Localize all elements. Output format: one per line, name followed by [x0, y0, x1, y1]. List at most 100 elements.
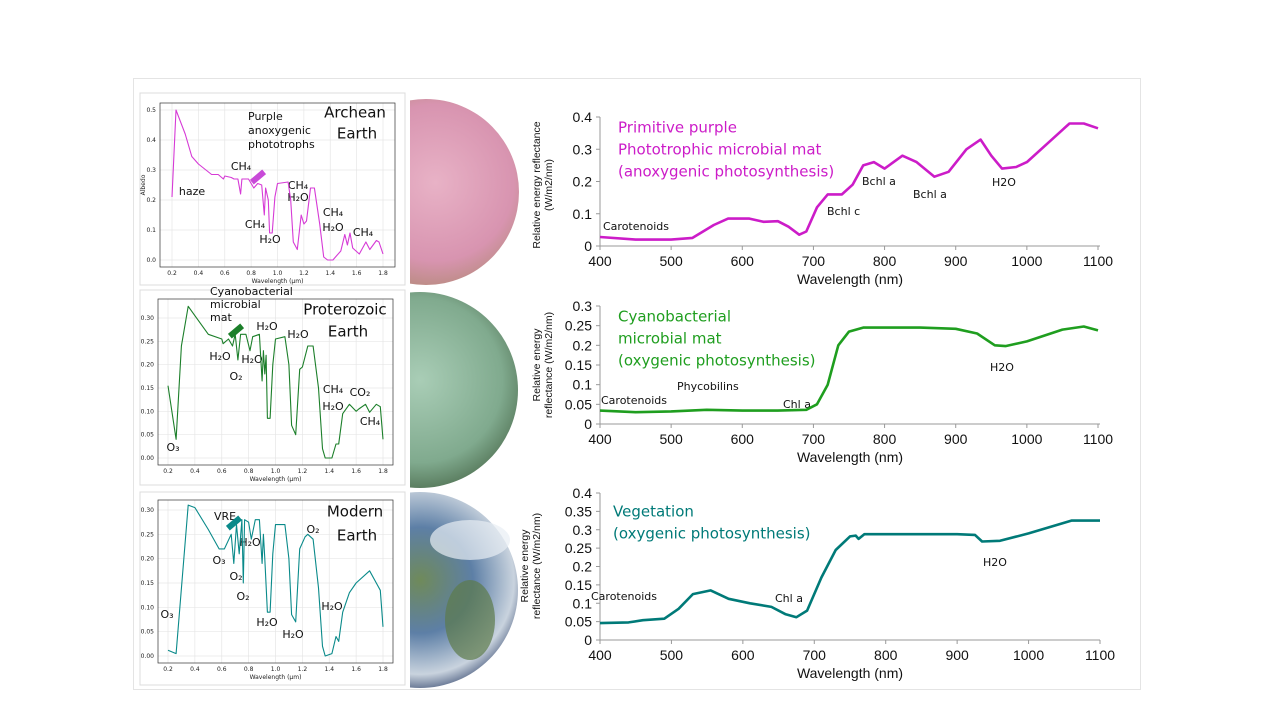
y-axis-label: (W/m2/nm): [543, 159, 555, 211]
x-tick-label: 1.0: [271, 468, 281, 475]
panel-border: [139, 92, 406, 286]
annotation-label: Carotenoids: [591, 590, 657, 603]
annotation-label: CH₄: [353, 226, 374, 239]
figure-frame: [133, 78, 1141, 690]
x-tick-label: 600: [731, 431, 755, 447]
x-tick-label: 1100: [1085, 647, 1115, 663]
x-axis-label: Wavelength (nm): [797, 449, 903, 465]
annotation-label: CH₄: [360, 415, 381, 428]
y-tick-label: 0.1: [573, 377, 593, 393]
x-tick-label: 0.4: [190, 468, 200, 475]
x-tick-label: 1100: [1083, 253, 1113, 269]
x-tick-label: 1000: [1011, 431, 1042, 447]
annotation-label: O₃: [212, 554, 225, 567]
x-tick-label: 0.4: [190, 666, 200, 673]
x-tick-label: 1.6: [351, 468, 361, 475]
annotation-label: H₂O: [322, 221, 344, 234]
annotation-label: Chl a: [775, 592, 803, 605]
x-axis-label: Wavelength (μm): [250, 476, 302, 483]
x-tick-label: 900: [945, 647, 969, 663]
x-tick-label: 1.4: [325, 270, 335, 277]
panel-title: Earth: [337, 527, 377, 545]
x-tick-label: 1.6: [352, 270, 362, 277]
annotation-label: H2O: [992, 176, 1016, 189]
x-tick-label: 1.8: [378, 270, 388, 277]
annotation-label: CH₄: [323, 206, 344, 219]
y-tick-label: 0.2: [573, 337, 593, 353]
x-tick-label: 1.2: [299, 270, 309, 277]
annotation-label: Purple: [248, 110, 283, 123]
y-tick-label: 0.10: [141, 604, 155, 611]
annotation-label: H₂O: [321, 600, 343, 613]
cloud-band: [430, 520, 510, 560]
y-tick-label: 0.4: [146, 137, 156, 144]
axes-box: [157, 499, 394, 664]
x-axis-label: Wavelength (nm): [797, 271, 903, 287]
y-tick-label: 0.2: [573, 559, 593, 575]
y-tick-label: 0.00: [141, 455, 155, 462]
x-tick-label: 800: [873, 431, 897, 447]
annotation-label: H₂O: [241, 353, 263, 366]
annotation-label: O₂: [229, 570, 242, 583]
y-tick-label: 0.15: [565, 357, 592, 373]
annotation-label: Bchl a: [913, 188, 947, 201]
x-tick-label: 1.6: [351, 666, 361, 673]
y-tick-label: 0.25: [141, 338, 155, 345]
y-tick-label: 0.4: [573, 485, 593, 501]
annotation-label: H2O: [990, 361, 1014, 374]
x-tick-label: 0.8: [244, 666, 254, 673]
panel-title: Earth: [337, 125, 377, 143]
y-tick-label: 0.35: [565, 503, 592, 519]
x-tick-label: 800: [873, 253, 897, 269]
annotation-label: Bchl a: [862, 175, 896, 188]
chart-title: Primitive purple: [618, 119, 737, 137]
annotation-label: Cyanobacterial: [210, 285, 293, 298]
y-tick-label: 0.20: [141, 556, 155, 563]
feature-marker: [227, 323, 245, 339]
y-tick-label: 0.05: [565, 396, 592, 412]
x-tick-label: 800: [874, 647, 898, 663]
y-tick-label: 0.4: [573, 109, 593, 125]
archean-earth-planet-image: [410, 99, 519, 285]
annotation-label: O₃: [160, 608, 173, 621]
spectrum-line: [171, 109, 384, 261]
annotation-label: microbial: [210, 298, 261, 311]
x-tick-label: 1.8: [378, 666, 388, 673]
annotation-label: O₃: [166, 441, 179, 454]
y-tick-label: 0.25: [141, 531, 155, 538]
x-tick-label: 400: [588, 253, 612, 269]
annotation-label: VRE: [214, 510, 236, 523]
spectrum-line: [167, 504, 384, 657]
y-axis-label: reflectance (W/m2/nm): [531, 513, 543, 619]
annotation-label: H2O: [983, 556, 1007, 569]
x-tick-label: 0.2: [167, 270, 177, 277]
x-tick-label: 1.0: [271, 666, 281, 673]
panel-border: [139, 289, 406, 486]
proterozoic-albedo-chart: 0.2 0.4 0.6 0.8 1.0 1.2 1.4 1.6 1.8 0.00 0.05 0.10 0…: [139, 285, 406, 486]
x-tick-label: 1.4: [324, 666, 334, 673]
x-tick-label: 1000: [1011, 253, 1042, 269]
panel-title: Modern: [327, 503, 383, 521]
y-tick-label: 0.1: [573, 595, 593, 611]
annotation-label: Chl a: [783, 398, 811, 411]
y-tick-label: 0: [584, 632, 592, 648]
annotation-label: Phycobilins: [677, 380, 739, 393]
y-tick-label: 0.15: [565, 577, 592, 593]
y-tick-label: 0.3: [573, 298, 593, 314]
annotation-label: CH₄: [288, 179, 309, 192]
x-tick-label: 700: [802, 431, 826, 447]
x-tick-label: 700: [803, 647, 827, 663]
chart-title: (oxygenic photosynthesis): [613, 525, 811, 543]
y-tick-label: 0.3: [573, 522, 593, 538]
chart-title: Phototrophic microbial mat: [618, 141, 822, 159]
x-tick-label: 1.8: [378, 468, 388, 475]
x-tick-label: 0.6: [217, 666, 227, 673]
x-tick-label: 400: [588, 431, 612, 447]
archean-albedo-chart: 0.2 0.4 0.6 0.8 1.0 1.2 1.4 1.6 1.8 0.0 0.1 0.2 0.3 0…: [139, 92, 406, 286]
y-tick-label: 0.15: [141, 385, 155, 392]
panel-title: Earth: [328, 323, 368, 341]
chart-title: (anoxygenic photosynthesis): [618, 163, 834, 181]
annotation-label: CH₄: [231, 160, 252, 173]
modern-albedo-chart: 0.2 0.4 0.6 0.8 1.0 1.2 1.4 1.6 1.8 0.00 0.05 0.10 0…: [139, 491, 406, 686]
